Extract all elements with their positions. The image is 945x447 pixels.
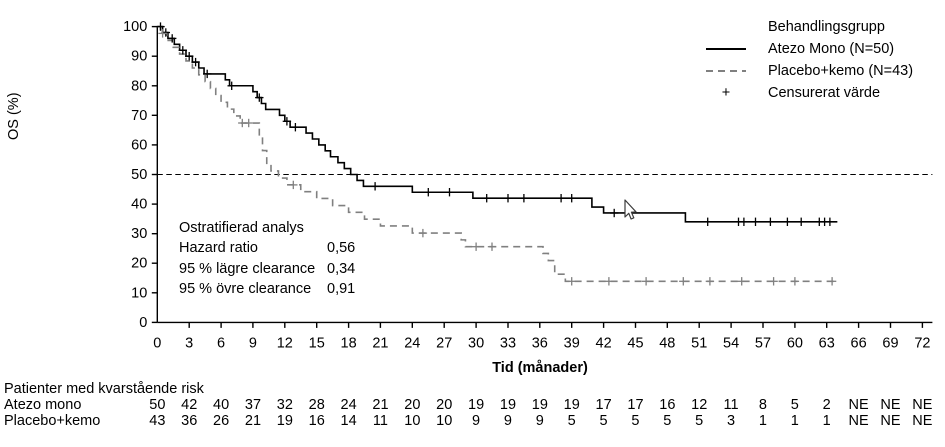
svg-text:66: 66 — [851, 335, 867, 351]
svg-text:51: 51 — [691, 335, 707, 351]
svg-text:0: 0 — [153, 335, 161, 351]
svg-text:70: 70 — [131, 108, 147, 124]
svg-text:60: 60 — [787, 335, 803, 351]
svg-text:45: 45 — [627, 335, 643, 351]
svg-text:72: 72 — [914, 335, 930, 351]
svg-text:30: 30 — [468, 335, 484, 351]
svg-text:18: 18 — [341, 335, 357, 351]
svg-text:63: 63 — [819, 335, 835, 351]
svg-text:33: 33 — [500, 335, 516, 351]
svg-text:6: 6 — [217, 335, 225, 351]
svg-text:69: 69 — [882, 335, 898, 351]
svg-text:12: 12 — [277, 335, 293, 351]
svg-text:10: 10 — [131, 285, 147, 301]
svg-text:15: 15 — [309, 335, 325, 351]
svg-text:36: 36 — [532, 335, 548, 351]
svg-text:57: 57 — [755, 335, 771, 351]
svg-text:9: 9 — [249, 335, 257, 351]
svg-text:42: 42 — [596, 335, 612, 351]
svg-text:60: 60 — [131, 137, 147, 153]
svg-text:48: 48 — [659, 335, 675, 351]
svg-text:54: 54 — [723, 335, 739, 351]
svg-text:0: 0 — [139, 315, 147, 331]
svg-text:24: 24 — [404, 335, 420, 351]
svg-text:21: 21 — [372, 335, 388, 351]
svg-text:39: 39 — [564, 335, 580, 351]
svg-text:80: 80 — [131, 78, 147, 94]
svg-text:27: 27 — [436, 335, 452, 351]
svg-text:20: 20 — [131, 256, 147, 272]
svg-text:40: 40 — [131, 197, 147, 213]
svg-text:30: 30 — [131, 226, 147, 242]
svg-text:100: 100 — [123, 19, 147, 35]
svg-text:90: 90 — [131, 49, 147, 65]
svg-text:50: 50 — [131, 167, 147, 183]
svg-text:3: 3 — [185, 335, 193, 351]
